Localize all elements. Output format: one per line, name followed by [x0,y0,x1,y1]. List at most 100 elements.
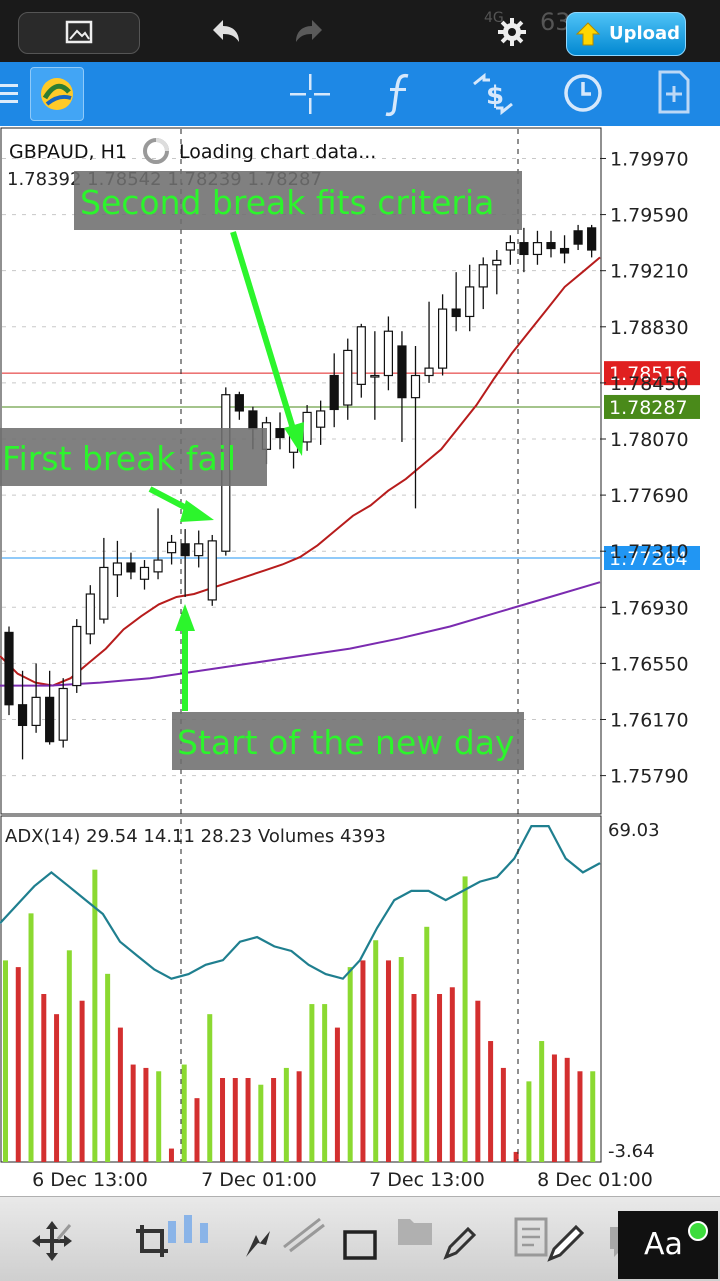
move-icon[interactable] [30,1219,74,1263]
bullish-candle [478,264,488,288]
bullish-candle [58,687,68,741]
y-tick-label: 1.79210 [610,261,689,283]
volume-bar [513,1151,519,1162]
volume-bar [130,1064,136,1162]
annotation-box-new-day [172,712,524,770]
bearish-candle [45,696,55,743]
arrow-new-day [175,604,195,711]
bearish-candle [546,242,556,250]
price-level-label: 1.78287 [609,397,688,419]
volume-bar [296,1071,302,1162]
volume-bar [309,1004,315,1162]
volume-bar [156,1071,162,1162]
price-level-label: 1.77264 [609,548,688,570]
price-chart[interactable]: 1.78516 1.78287 1.77264 1.79970 1.79590 1.79… [0,126,720,1196]
rectangle-icon[interactable] [340,1227,380,1267]
bullish-candle [410,374,421,399]
bullish-candle [302,411,312,443]
volume-bar [232,1078,238,1162]
bullish-candle [85,593,95,635]
volume-bar [437,994,443,1162]
bearish-candle [519,242,529,256]
bearish-candle [275,428,285,439]
font-size-button[interactable]: Aa [618,1211,718,1279]
bullish-candle [438,308,448,369]
moving-average-purple-line [0,581,601,687]
bearish-candle [329,374,339,411]
upload-button[interactable]: Upload [566,12,686,56]
volume-bar [54,1014,60,1162]
volume-bar [207,1014,213,1162]
volume-bar [271,1078,277,1162]
bullish-candle [343,349,353,406]
status-dot-icon [688,1221,708,1241]
indicator-f-icon[interactable] [380,70,420,118]
volume-bar [66,950,72,1162]
upload-label: Upload [609,23,681,44]
annotation-second-break: Second break fits criteria [80,183,494,222]
bullish-candle [383,330,393,377]
brush-icon[interactable] [544,1221,588,1265]
annotation-box-second-break [74,171,522,230]
crop-icon[interactable] [132,1221,172,1261]
battery-text: 63 [540,8,571,36]
adx-max-label: 69.03 [608,820,660,841]
volume-bar [551,1054,557,1162]
arrow-second-break [230,231,304,456]
svg-text:$: $ [486,81,504,111]
volume-bar [462,876,468,1162]
bullish-candle [356,326,366,385]
metatrader-logo-icon[interactable] [30,67,84,121]
annotation-new-day: Start of the new day [177,723,514,762]
undo-icon[interactable] [205,14,245,48]
y-tick-label: 1.76170 [610,710,689,732]
bullish-candle [167,541,177,554]
image-icon [65,20,93,44]
volume-bar [220,1078,226,1162]
volume-bar [283,1067,289,1162]
price-level-badge [604,545,700,570]
y-tick-label: 1.77310 [610,541,689,563]
bullish-candle [532,242,543,256]
clock-icon[interactable] [560,70,606,116]
trade-dollar-icon[interactable]: $ [466,70,520,118]
volume-bar [488,1041,494,1162]
bearish-candle [234,394,244,412]
volume-bar [334,1027,340,1162]
bearish-candle [17,704,28,727]
volume-bar [360,960,366,1162]
adx-title: ADX(14) 29.54 14.11 28.23 Volumes 4393 [5,826,386,847]
document-icon[interactable] [508,1213,554,1259]
volume-bar [385,960,391,1162]
volume-bar [411,994,417,1162]
crosshair-icon[interactable] [288,72,332,116]
adx-min-label: -3.64 [608,1141,655,1162]
annotation-first-break: First break fail [2,439,236,478]
moving-average-red-line [0,256,601,687]
menu-icon[interactable] [0,76,22,112]
trendline-icon[interactable] [280,1213,326,1253]
settings-gear-icon[interactable] [496,16,528,48]
y-tick-label: 1.75790 [610,766,689,788]
cursor-icon[interactable] [240,1223,280,1263]
volume-bar [526,1081,532,1162]
volume-bar [398,957,404,1162]
bullish-candle [139,566,150,580]
y-tick-label: 1.77690 [610,485,689,507]
bullish-candle [505,242,515,251]
bullish-candle [194,543,204,557]
candles-icon[interactable] [160,1211,216,1257]
x-axis-label: 8 Dec 01:00 [537,1169,653,1191]
gallery-button[interactable] [18,12,140,54]
pencil-icon[interactable] [440,1223,480,1263]
loading-text: Loading chart data... [179,141,376,163]
upload-arrow-icon [575,22,601,46]
bullish-candle [153,559,163,573]
folder-icon[interactable] [392,1211,438,1251]
redo-icon[interactable] [290,14,330,48]
volume-bar [475,1000,481,1162]
x-axis-label: 7 Dec 13:00 [369,1169,485,1191]
chart-area[interactable]: 1.78516 1.78287 1.77264 1.79970 1.79590 1.79… [0,126,720,1196]
new-document-icon[interactable] [654,68,694,118]
bullish-candle [112,562,123,576]
